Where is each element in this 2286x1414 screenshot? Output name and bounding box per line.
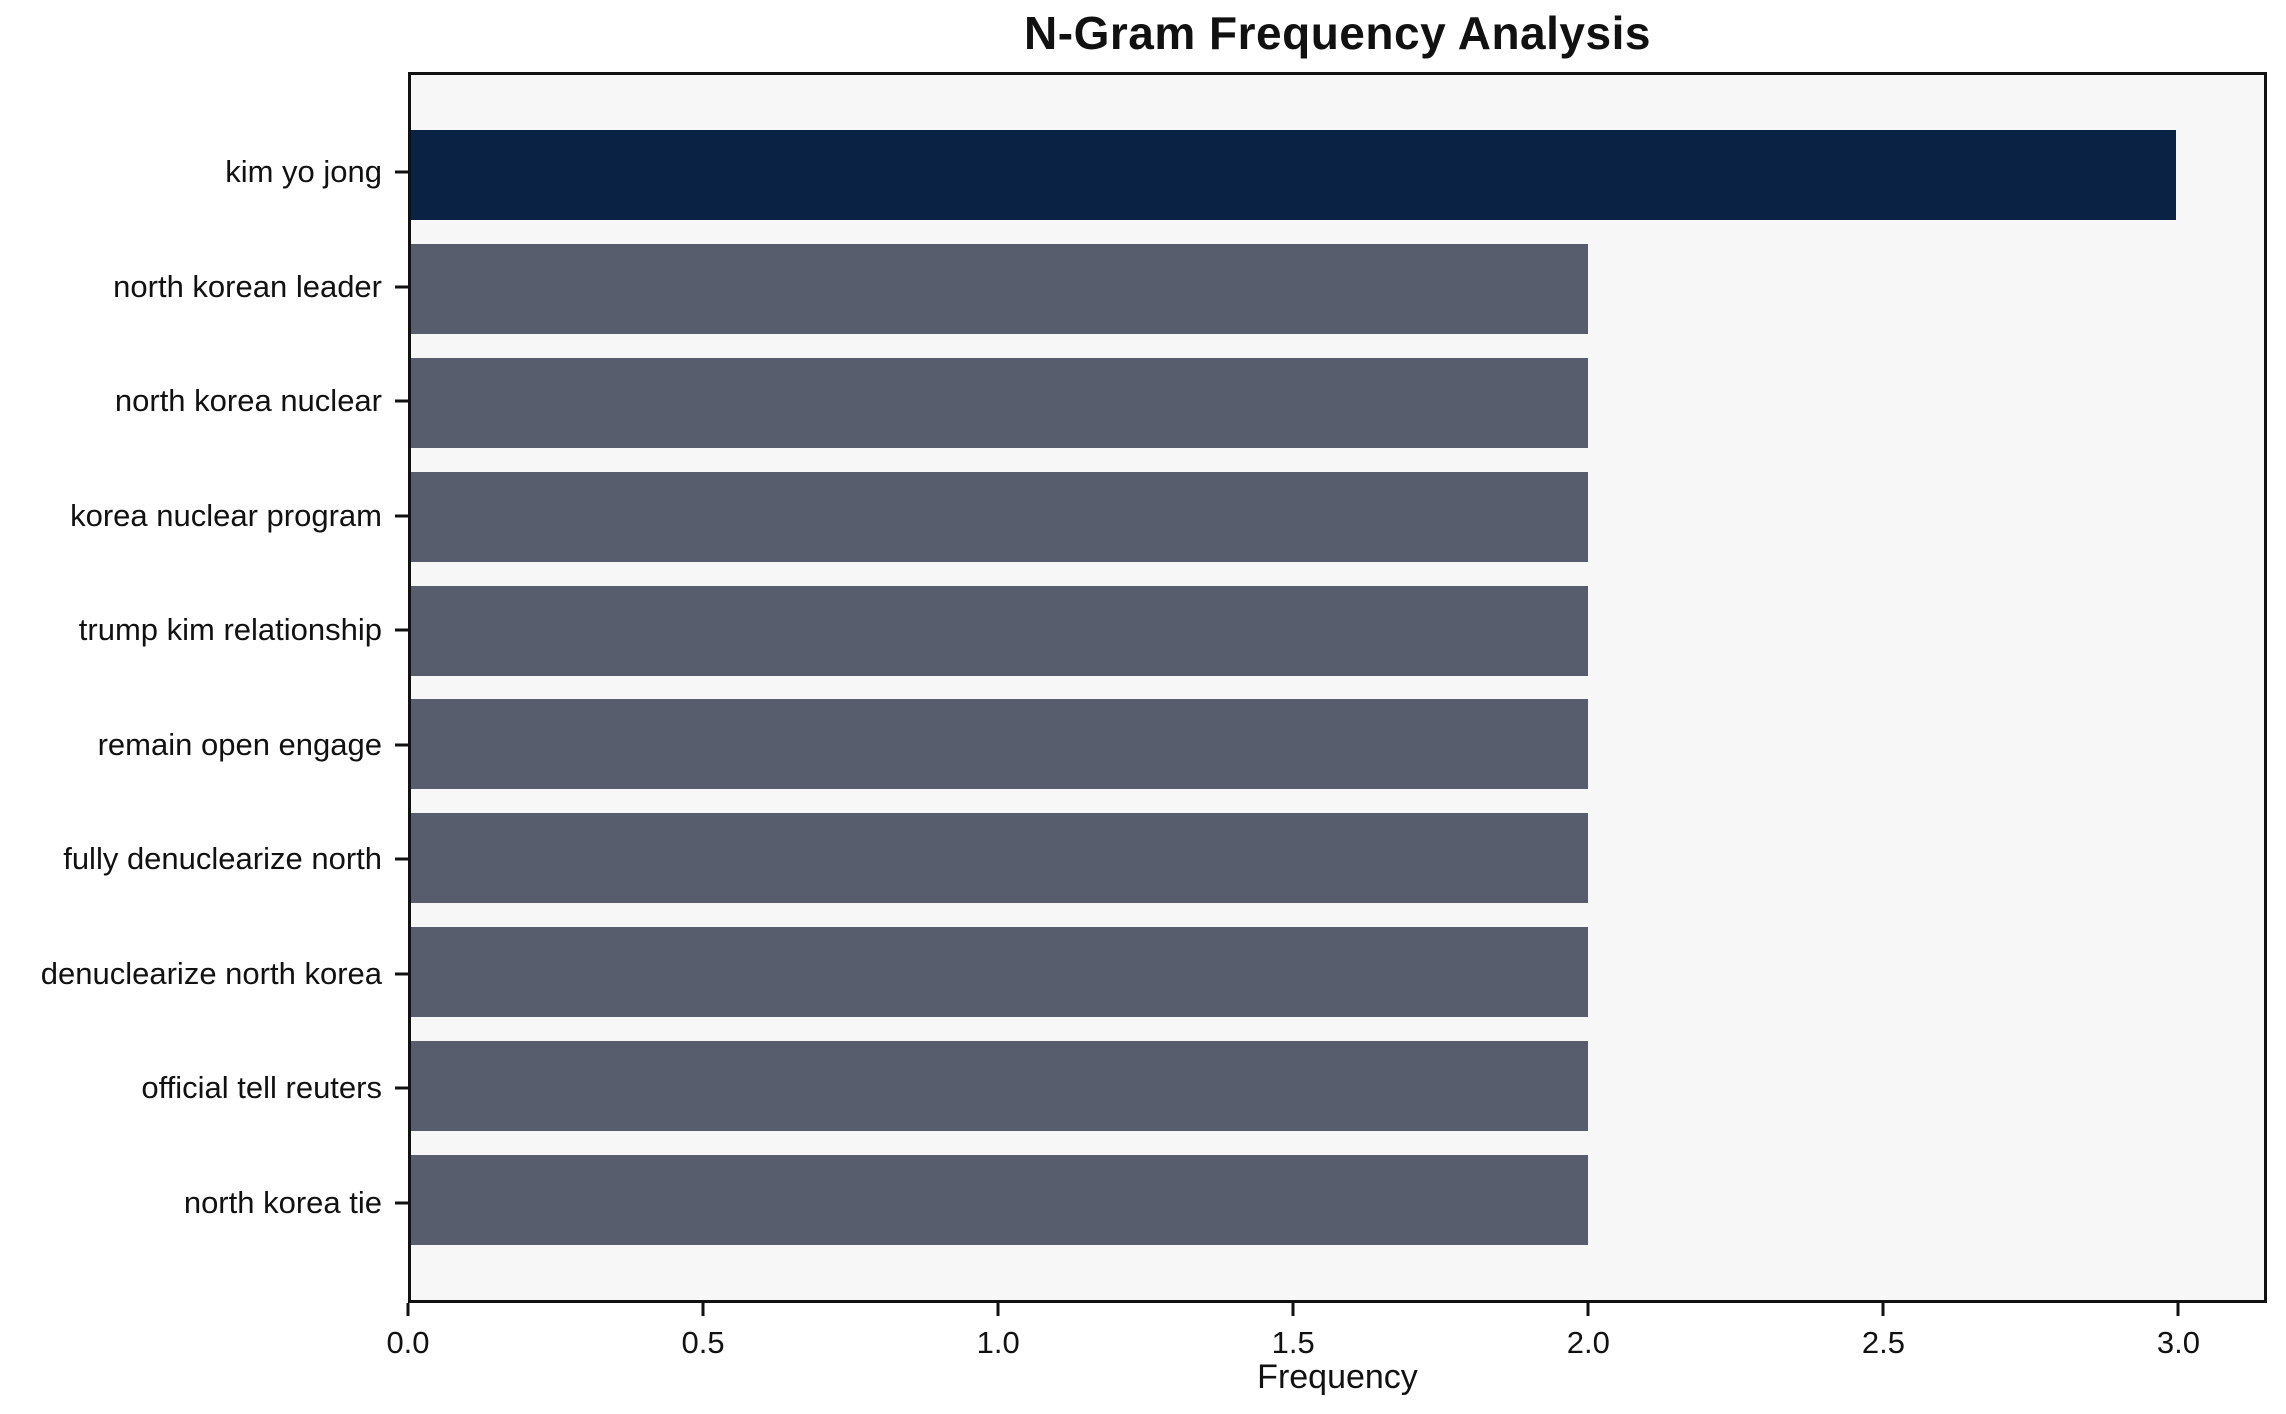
x-tick-label: 2.0 [1566, 1325, 1610, 1360]
y-tick-mark [395, 285, 408, 289]
x-tick-label: 1.5 [1271, 1325, 1315, 1360]
y-tick-mark [395, 972, 408, 976]
bar-row [411, 915, 2264, 1029]
y-tick-mark [395, 743, 408, 747]
y-tick-mark [395, 1201, 408, 1205]
bar-north-korea-tie [411, 1155, 1588, 1246]
y-tick-label: north korean leader [113, 268, 382, 304]
x-tick-mark [1586, 1303, 1590, 1316]
y-tick-label: trump kim relationship [78, 612, 382, 648]
y-tick-mark [395, 857, 408, 861]
y-tick-label: north korea nuclear [114, 383, 382, 419]
x-tick-mark [1291, 1303, 1295, 1316]
y-axis: kim yo jong north korean leader north kore… [0, 72, 408, 1303]
x-axis: 0.0 0.5 1.0 1.5 2.0 2.5 3.0 [386, 1303, 2267, 1413]
y-tick-mark [395, 514, 408, 518]
bar-remain-open-engage [411, 699, 1588, 790]
bar-row [411, 1029, 2264, 1143]
bar-row [411, 232, 2264, 346]
x-tick-label: 3.0 [2156, 1325, 2201, 1360]
y-tick-label: remain open engage [97, 726, 382, 762]
x-tick-label: 2.5 [1861, 1325, 1905, 1360]
bar-row [411, 346, 2264, 460]
bar-row [411, 574, 2264, 688]
bar-denuclearize-north-korea [411, 927, 1588, 1018]
y-tick-label: kim yo jong [225, 154, 382, 190]
y-tick-mark [395, 399, 408, 403]
y-tick-label: korea nuclear program [70, 497, 382, 533]
x-tick-mark [701, 1303, 705, 1316]
bars [411, 75, 2264, 1300]
y-tick-label: official tell reuters [141, 1070, 382, 1106]
x-tick-mark [1881, 1303, 1885, 1316]
bar-korea-nuclear-program [411, 471, 1588, 562]
x-tick-label: 0.0 [386, 1325, 430, 1360]
x-tick-mark [2176, 1303, 2180, 1316]
bar-row [411, 688, 2264, 802]
y-tick-label: fully denuclearize north [63, 841, 382, 877]
bar-north-korea-nuclear [411, 357, 1588, 448]
y-tick-mark [395, 170, 408, 174]
x-axis-label: Frequency [1257, 1358, 1418, 1396]
y-tick-label: north korea tie [183, 1184, 382, 1220]
bar-row [411, 118, 2264, 232]
bar-north-korean-leader [411, 243, 1588, 334]
y-tick-mark [395, 1086, 408, 1090]
x-tick-mark [996, 1303, 1000, 1316]
y-tick-label: denuclearize north korea [40, 955, 382, 991]
bar-row [411, 460, 2264, 574]
x-tick-label: 1.0 [976, 1325, 1020, 1360]
chart-title: N-Gram Frequency Analysis [1024, 7, 1651, 59]
bar-official-tell-reuters [411, 1041, 1588, 1132]
bar-trump-kim-relationship [411, 585, 1588, 676]
x-tick-mark [406, 1303, 410, 1316]
y-tick-mark [395, 628, 408, 632]
bar-kim-yo-jong [411, 129, 2176, 220]
bar-fully-denuclearize-north [411, 813, 1588, 904]
bar-row [411, 801, 2264, 915]
bar-row [411, 1143, 2264, 1257]
plot-area [408, 72, 2267, 1303]
x-tick-label: 0.5 [681, 1325, 725, 1360]
